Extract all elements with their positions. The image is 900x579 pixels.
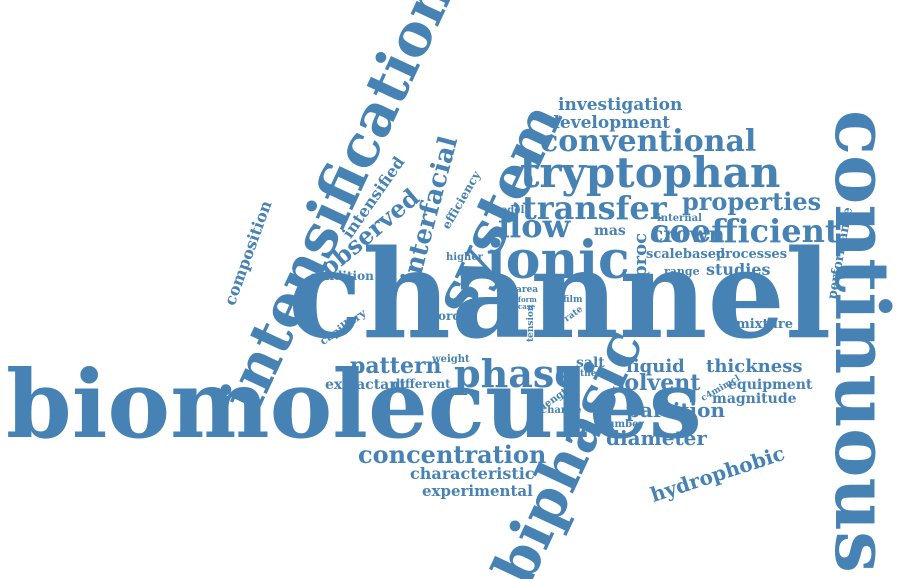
word-change: change	[541, 405, 582, 416]
word-solvent: solvent	[612, 370, 701, 396]
word-equipment: equipment	[728, 377, 813, 393]
word-different: different	[392, 377, 451, 391]
word-thickness: thickness	[706, 356, 803, 377]
word-pattern: pattern	[350, 353, 442, 379]
word-coefficient: coefficient	[650, 212, 840, 250]
word-diameter: diameter	[606, 426, 707, 450]
word-condition: condition	[310, 269, 374, 283]
word-internal: internal	[657, 213, 702, 224]
word-number: number	[600, 419, 644, 430]
word-properties: properties	[682, 187, 822, 216]
word-model: model	[490, 205, 525, 216]
word-higher: higher	[446, 252, 483, 263]
word-biomolecules: biomolecules	[6, 350, 702, 460]
word-mas: mas	[594, 223, 626, 239]
word-phase: phase	[454, 351, 579, 396]
word-form: form	[518, 295, 537, 304]
word-mixture: mixture	[736, 317, 794, 332]
word-development: development	[548, 113, 671, 133]
word-channel: channel	[288, 222, 832, 366]
word-tension: tension	[526, 304, 536, 342]
word-transfer: transfer	[522, 189, 667, 227]
word-extractant: extractant	[325, 377, 406, 393]
word-weight: weight	[432, 354, 470, 365]
word-film: film	[563, 295, 583, 305]
word-magnitude: magnitude	[712, 391, 797, 407]
word-experimental: experimental	[422, 482, 533, 500]
word-crown: crown	[650, 222, 725, 248]
word-case: case	[518, 302, 536, 311]
word-thesis: thesis	[580, 369, 610, 379]
word-continuous: continuous	[818, 110, 900, 573]
word-scalebased: scalebased	[646, 247, 726, 262]
word-liquid: liquid	[626, 356, 685, 377]
word-partition: partition	[626, 398, 726, 422]
word-flow: flow	[498, 207, 571, 245]
word-area: area	[516, 285, 539, 295]
word-investigation: investigation	[558, 95, 683, 115]
word-salt: salt	[576, 355, 605, 371]
word-concentration: concentration	[358, 440, 547, 469]
word-order: order	[438, 309, 475, 323]
word-ionic: ionic	[486, 230, 630, 291]
word-conventional: conventional	[540, 124, 757, 159]
word-characteristic: characteristic	[410, 464, 535, 483]
word-range: range	[664, 265, 700, 278]
word-studies: studies	[706, 260, 771, 279]
word-processes: processes	[716, 247, 788, 262]
word-tryptophan: tryptophan	[520, 148, 781, 197]
